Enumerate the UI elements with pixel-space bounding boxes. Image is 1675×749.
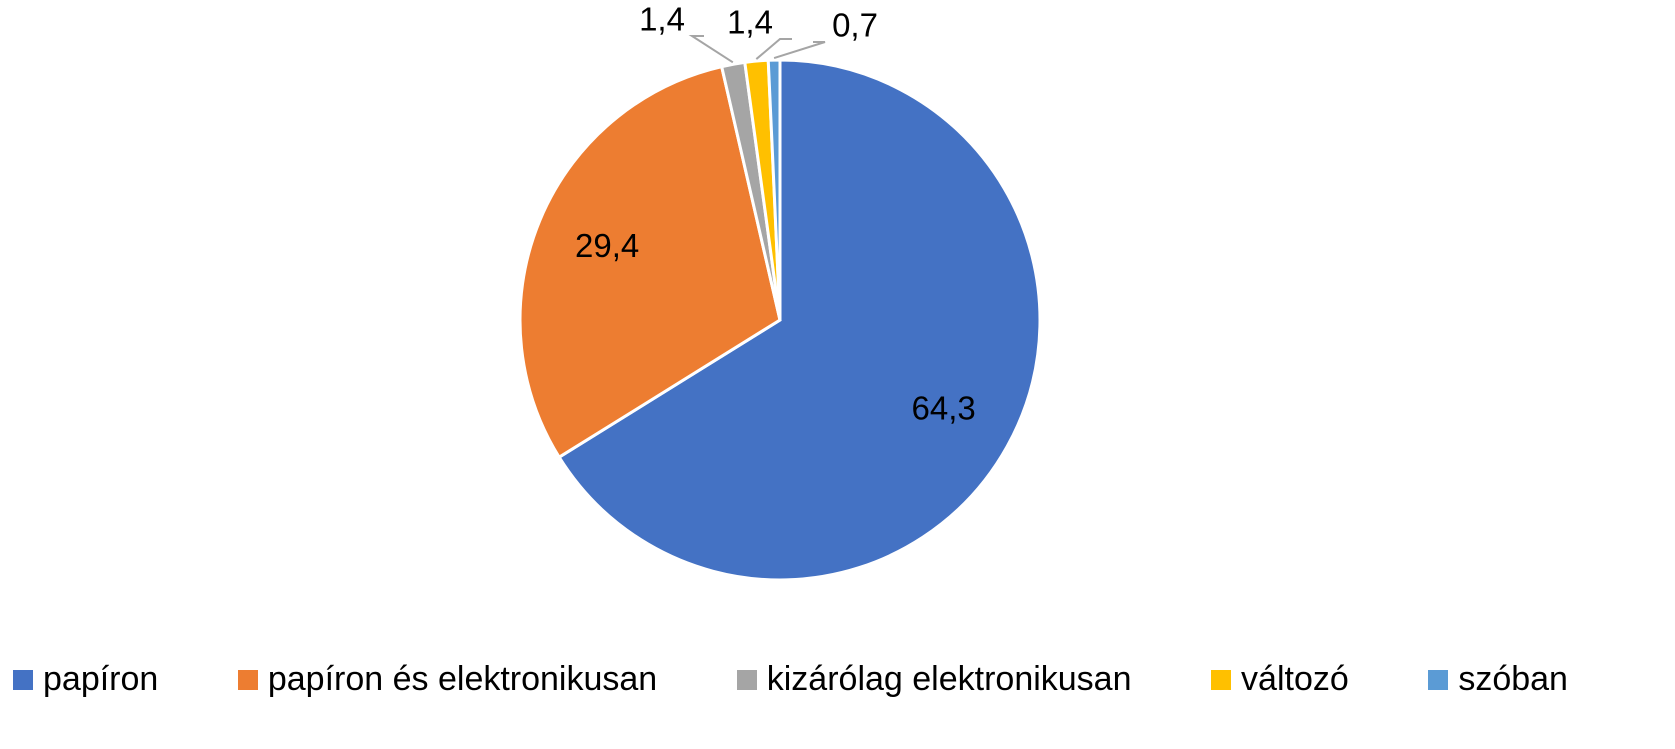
legend-item: papíron és elektronikusan [237,660,658,699]
data-label: 1,4 [727,4,773,41]
legend: papíron papíron és elektronikusan kizáróla… [13,660,1568,699]
legend-label: kizárólag elektronikusan [766,660,1132,698]
pie-slice [766,58,782,321]
legend-item: kizárólag elektronikusan [736,660,1132,699]
data-label: 64,3 [911,390,975,427]
data-label: 0,7 [832,7,878,44]
leader-line [688,35,734,64]
legend-label: papíron és elektronikusan [267,660,658,698]
legend-item: változó [1211,660,1349,699]
legend-label: papíron [43,660,159,698]
pie-slice [518,64,782,460]
legend-item: papíron [13,660,158,699]
data-label: 1,4 [639,1,685,38]
legend-label: változó [1241,660,1349,698]
legend-item: szóban [1428,660,1568,699]
legend-swatch [237,669,258,690]
legend-swatch [1428,669,1449,690]
legend-swatch [1211,669,1232,690]
data-label: 29,4 [575,227,639,264]
legend-label: szóban [1458,660,1568,698]
pie-slice [557,58,1042,582]
leader-line [755,38,792,60]
leader-line [773,41,826,60]
legend-swatch [13,669,33,690]
legend-swatch [736,669,757,690]
